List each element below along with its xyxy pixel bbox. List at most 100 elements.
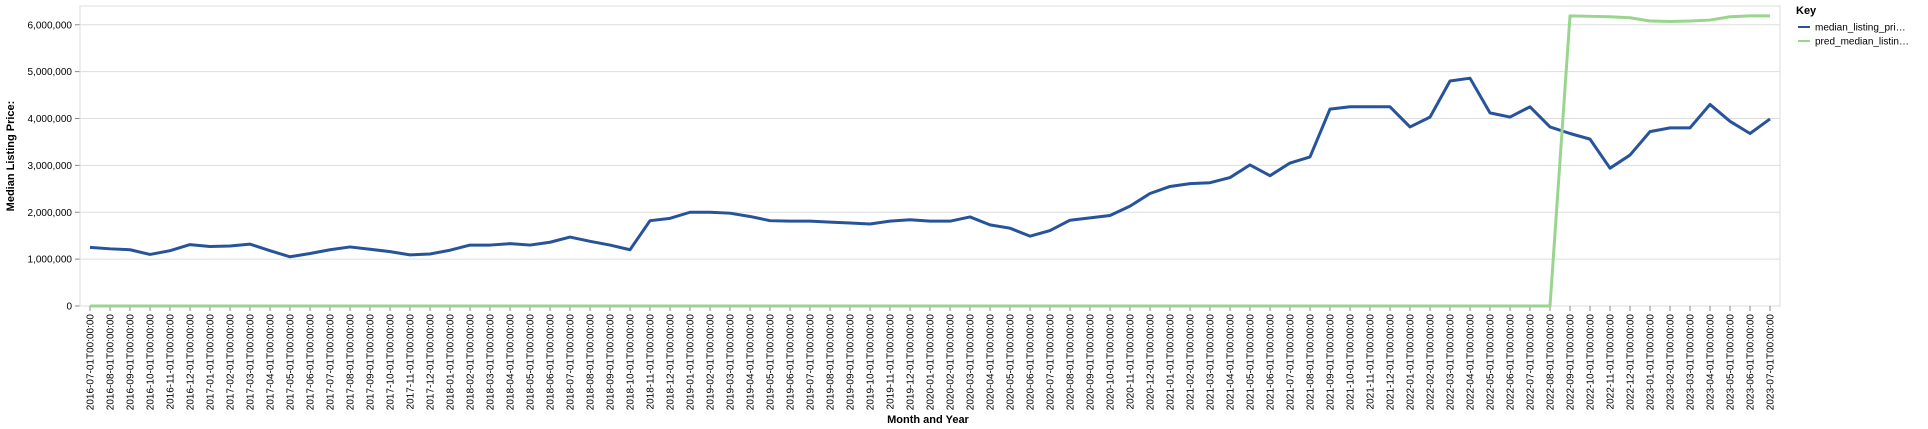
x-tick-label: 2018-11-01T00:00:00 (646, 314, 657, 410)
x-tick-label: 2016-09-01T00:00:00 (126, 314, 137, 411)
x-tick-label: 2017-09-01T00:00:00 (366, 314, 377, 411)
x-tick-label: 2021-01-01T00:00:00 (1166, 314, 1177, 411)
x-tick-label: 2021-02-01T00:00:00 (1186, 314, 1197, 411)
x-tick-label: 2022-11-01T00:00:00 (1606, 314, 1617, 410)
legend-title: Key (1796, 5, 1817, 17)
x-tick-label: 2019-07-01T00:00:00 (806, 314, 817, 411)
x-tick-label: 2021-09-01T00:00:00 (1326, 314, 1337, 411)
x-tick-label: 2020-06-01T00:00:00 (1026, 314, 1037, 411)
x-tick-label: 2016-10-01T00:00:00 (146, 314, 157, 411)
x-tick-label: 2020-04-01T00:00:00 (986, 314, 997, 411)
x-tick-label: 2017-02-01T00:00:00 (226, 314, 237, 411)
x-tick-label: 2018-04-01T00:00:00 (506, 314, 517, 411)
x-tick-label: 2021-08-01T00:00:00 (1306, 314, 1317, 411)
y-tick-label: 6,000,000 (28, 20, 73, 31)
legend-label: median_listing_pri… (1815, 23, 1906, 34)
x-tick-label: 2019-08-01T00:00:00 (826, 314, 837, 411)
x-tick-label: 2021-10-01T00:00:00 (1346, 314, 1357, 411)
x-tick-label: 2020-10-01T00:00:00 (1106, 314, 1117, 411)
x-tick-label: 2022-10-01T00:00:00 (1586, 314, 1597, 411)
x-tick-label: 2021-04-01T00:00:00 (1226, 314, 1237, 411)
x-tick-label: 2020-05-01T00:00:00 (1006, 314, 1017, 411)
x-tick-label: 2019-06-01T00:00:00 (786, 314, 797, 411)
x-tick-label: 2021-07-01T00:00:00 (1286, 314, 1297, 411)
x-tick-label: 2020-12-01T00:00:00 (1146, 314, 1157, 411)
x-tick-label: 2020-07-01T00:00:00 (1046, 314, 1057, 411)
x-tick-label: 2022-09-01T00:00:00 (1566, 314, 1577, 411)
x-tick-label: 2016-07-01T00:00:00 (86, 314, 97, 411)
x-tick-label: 2023-02-01T00:00:00 (1666, 314, 1677, 411)
x-tick-label: 2017-10-01T00:00:00 (386, 314, 397, 411)
x-tick-label: 2016-12-01T00:00:00 (186, 314, 197, 411)
x-tick-label: 2018-08-01T00:00:00 (586, 314, 597, 411)
x-tick-label: 2020-09-01T00:00:00 (1086, 314, 1097, 411)
x-tick-label: 2017-01-01T00:00:00 (206, 314, 217, 411)
x-tick-label: 2017-03-01T00:00:00 (246, 314, 257, 411)
y-tick-label: 1,000,000 (28, 255, 73, 266)
x-tick-label: 2019-02-01T00:00:00 (706, 314, 717, 411)
y-tick-label: 2,000,000 (28, 208, 73, 219)
x-tick-label: 2020-03-01T00:00:00 (966, 314, 977, 411)
x-tick-label: 2018-10-01T00:00:00 (626, 314, 637, 411)
y-tick-label: 0 (66, 302, 72, 313)
x-tick-label: 2017-11-01T00:00:00 (406, 314, 417, 410)
y-axis-title: Median Listing Price: (5, 101, 17, 212)
x-tick-label: 2022-12-01T00:00:00 (1626, 314, 1637, 411)
x-tick-label: 2020-01-01T00:00:00 (926, 314, 937, 411)
y-tick-label: 3,000,000 (28, 161, 73, 172)
x-tick-label: 2018-05-01T00:00:00 (526, 314, 537, 411)
x-tick-label: 2019-11-01T00:00:00 (886, 314, 897, 410)
x-tick-label: 2017-04-01T00:00:00 (266, 314, 277, 411)
x-tick-label: 2019-10-01T00:00:00 (866, 314, 877, 411)
x-tick-label: 2018-12-01T00:00:00 (666, 314, 677, 411)
x-tick-label: 2021-11-01T00:00:00 (1366, 314, 1377, 410)
x-tick-label: 2018-03-01T00:00:00 (486, 314, 497, 411)
x-tick-label: 2023-05-01T00:00:00 (1726, 314, 1737, 411)
x-tick-label: 2019-09-01T00:00:00 (846, 314, 857, 411)
x-tick-label: 2017-12-01T00:00:00 (426, 314, 437, 411)
y-tick-label: 5,000,000 (28, 67, 73, 78)
x-tick-label: 2022-06-01T00:00:00 (1506, 314, 1517, 411)
x-tick-label: 2023-04-01T00:00:00 (1706, 314, 1717, 411)
x-tick-label: 2023-03-01T00:00:00 (1686, 314, 1697, 411)
x-tick-label: 2022-05-01T00:00:00 (1486, 314, 1497, 411)
x-tick-label: 2019-01-01T00:00:00 (686, 314, 697, 411)
x-tick-label: 2019-03-01T00:00:00 (726, 314, 737, 411)
x-tick-label: 2016-11-01T00:00:00 (166, 314, 177, 410)
x-tick-label: 2022-07-01T00:00:00 (1526, 314, 1537, 411)
x-tick-label: 2017-05-01T00:00:00 (286, 314, 297, 411)
x-tick-label: 2022-04-01T00:00:00 (1466, 314, 1477, 411)
x-tick-label: 2022-02-01T00:00:00 (1426, 314, 1437, 411)
x-tick-label: 2019-04-01T00:00:00 (746, 314, 757, 411)
x-tick-label: 2017-07-01T00:00:00 (326, 314, 337, 411)
x-tick-label: 2017-08-01T00:00:00 (346, 314, 357, 411)
x-tick-label: 2018-06-01T00:00:00 (546, 314, 557, 411)
x-tick-label: 2022-08-01T00:00:00 (1546, 314, 1557, 411)
x-tick-label: 2023-06-01T00:00:00 (1746, 314, 1757, 411)
x-tick-label: 2021-12-01T00:00:00 (1386, 314, 1397, 411)
series-line (89, 76, 1771, 259)
x-tick-label: 2018-02-01T00:00:00 (466, 314, 477, 411)
x-tick-label: 2020-08-01T00:00:00 (1066, 314, 1077, 411)
plot-frame (79, 5, 1781, 307)
x-tick-label: 2017-06-01T00:00:00 (306, 314, 317, 411)
x-tick-label: 2022-03-01T00:00:00 (1446, 314, 1457, 411)
x-tick-label: 2021-05-01T00:00:00 (1246, 314, 1257, 411)
x-tick-label: 2020-02-01T00:00:00 (946, 314, 957, 411)
x-tick-label: 2023-01-01T00:00:00 (1646, 314, 1657, 411)
x-tick-label: 2020-11-01T00:00:00 (1126, 314, 1137, 410)
x-axis-title: Month and Year (887, 414, 969, 426)
x-tick-label: 2016-08-01T00:00:00 (106, 314, 117, 411)
x-tick-label: 2021-06-01T00:00:00 (1266, 314, 1277, 411)
series-line (90, 14, 1770, 308)
legend-label: pred_median_listin… (1815, 37, 1909, 48)
x-tick-label: 2019-05-01T00:00:00 (766, 314, 777, 411)
x-tick-label: 2022-01-01T00:00:00 (1406, 314, 1417, 411)
x-tick-label: 2018-01-01T00:00:00 (446, 314, 457, 411)
x-tick-label: 2023-07-01T00:00:00 (1766, 314, 1777, 411)
x-tick-label: 2021-03-01T00:00:00 (1206, 314, 1217, 411)
x-tick-label: 2018-07-01T00:00:00 (566, 314, 577, 411)
y-tick-label: 4,000,000 (28, 114, 73, 125)
x-tick-label: 2019-12-01T00:00:00 (906, 314, 917, 411)
